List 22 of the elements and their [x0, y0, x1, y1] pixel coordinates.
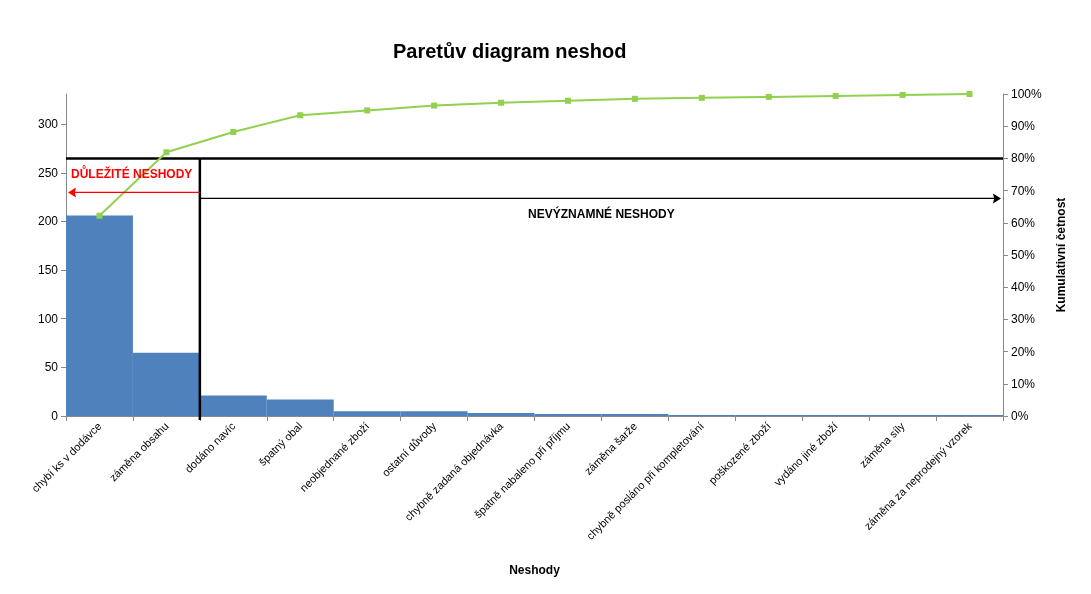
y2-tick-label: 40% [1011, 280, 1036, 295]
x-axis-title: Neshody [509, 563, 561, 577]
y-tick-label: 0 [51, 409, 59, 423]
y2-tick-label: 100% [1011, 87, 1043, 101]
y2-tick-label: 50% [1011, 248, 1036, 262]
y-tick-label: 200 [37, 214, 59, 229]
annotation: NEVÝZNAMNÉ NESHODY [528, 206, 675, 222]
y-tick-label: 300 [37, 117, 59, 132]
y2-tick-label: 10% [1011, 376, 1036, 391]
chart-title: Paretův diagram neshod [393, 40, 627, 62]
y-tick-label: 50 [44, 360, 59, 375]
y-tick-label: 250 [37, 165, 59, 180]
y-tick-label: 150 [37, 263, 59, 278]
y2-axis-title: Kumulativní četnost [1054, 197, 1068, 313]
y-tick-label: 100 [37, 311, 59, 326]
y2-tick-label: 0% [1011, 409, 1029, 423]
y2-tick-label: 80% [1011, 151, 1036, 166]
y2-tick-label: 60% [1011, 215, 1036, 230]
y2-tick-label: 90% [1011, 119, 1036, 134]
y2-tick-label: 20% [1011, 344, 1036, 359]
y2-tick-label: 70% [1011, 183, 1036, 198]
y2-tick-label: 30% [1011, 312, 1036, 327]
